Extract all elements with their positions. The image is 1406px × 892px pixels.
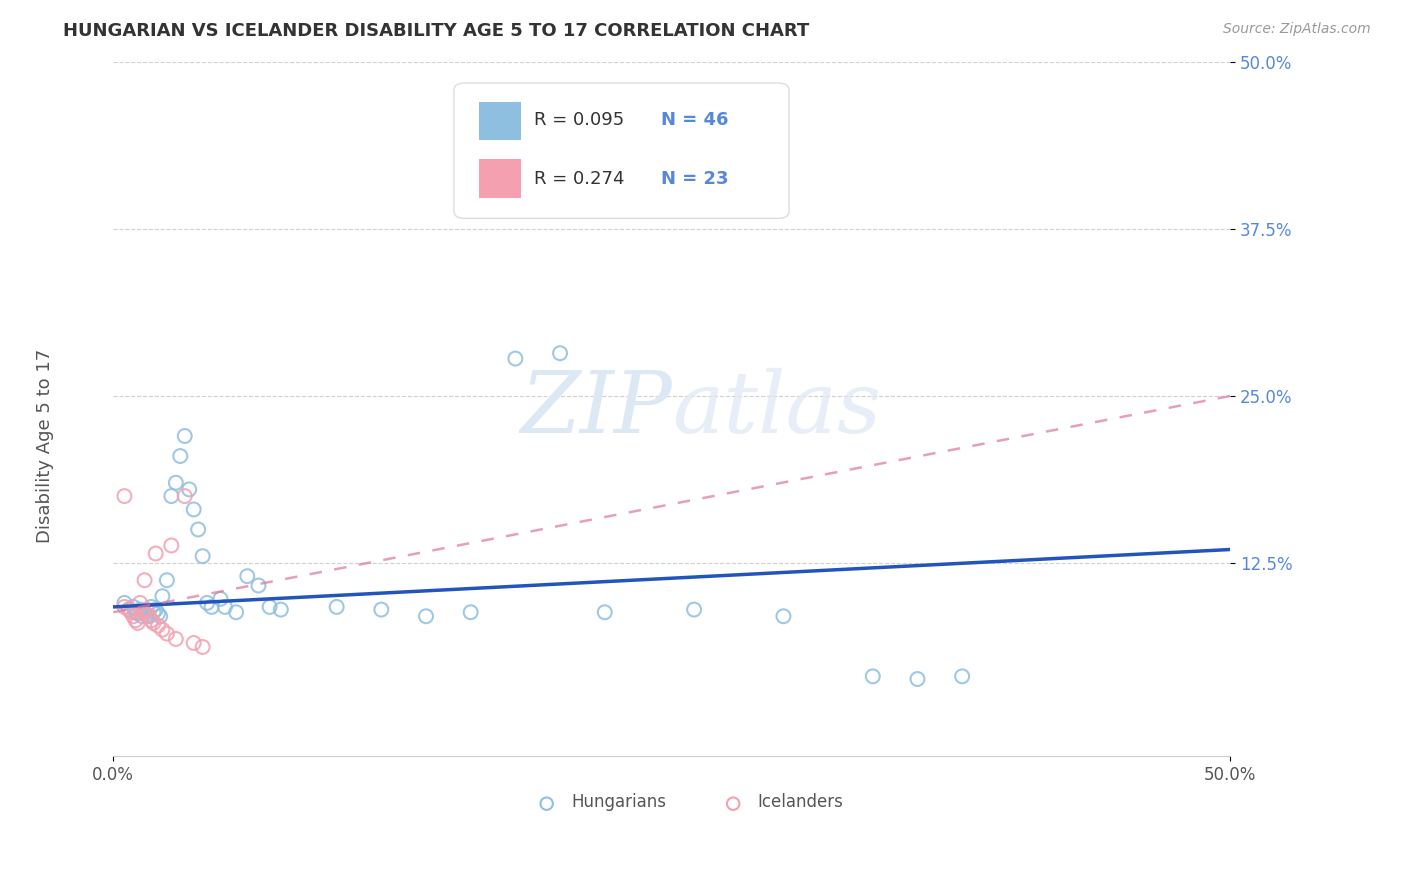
Point bbox=[862, 669, 884, 683]
Point bbox=[118, 602, 141, 616]
Point bbox=[593, 605, 616, 619]
Point bbox=[460, 605, 482, 619]
Point bbox=[683, 602, 706, 616]
Point bbox=[131, 609, 153, 624]
Point bbox=[173, 489, 195, 503]
Point bbox=[127, 607, 149, 621]
Point bbox=[134, 605, 156, 619]
Point bbox=[173, 429, 195, 443]
Point bbox=[129, 602, 152, 616]
Point bbox=[225, 605, 247, 619]
Text: ZIP: ZIP bbox=[520, 368, 672, 450]
Text: Icelanders: Icelanders bbox=[758, 793, 844, 811]
Point bbox=[1341, 814, 1364, 828]
Bar bbox=[478, 102, 522, 140]
Point bbox=[127, 615, 149, 630]
Point bbox=[141, 599, 163, 614]
Point bbox=[165, 632, 187, 646]
Point bbox=[160, 539, 183, 553]
Point bbox=[160, 489, 183, 503]
Point bbox=[118, 602, 141, 616]
Point bbox=[505, 351, 527, 366]
Point bbox=[131, 605, 153, 619]
Text: HUNGARIAN VS ICELANDER DISABILITY AGE 5 TO 17 CORRELATION CHART: HUNGARIAN VS ICELANDER DISABILITY AGE 5 … bbox=[63, 22, 810, 40]
Text: R = 0.274: R = 0.274 bbox=[534, 169, 624, 188]
Point bbox=[146, 618, 169, 632]
Point bbox=[169, 449, 191, 463]
Point bbox=[114, 489, 136, 503]
Point bbox=[209, 591, 232, 606]
Text: R = 0.095: R = 0.095 bbox=[534, 112, 624, 129]
Point bbox=[259, 599, 281, 614]
Point bbox=[138, 609, 160, 624]
Point bbox=[146, 607, 169, 621]
Point bbox=[247, 578, 270, 592]
Bar bbox=[478, 160, 522, 197]
Text: N = 23: N = 23 bbox=[661, 169, 728, 188]
Point bbox=[114, 599, 136, 614]
Point bbox=[156, 573, 179, 587]
Point bbox=[969, 814, 991, 828]
Point bbox=[142, 605, 165, 619]
Point bbox=[145, 602, 167, 616]
Point bbox=[325, 599, 347, 614]
Text: N = 46: N = 46 bbox=[661, 112, 728, 129]
Point bbox=[138, 609, 160, 624]
Point bbox=[122, 599, 145, 614]
Point bbox=[134, 573, 156, 587]
Point bbox=[187, 523, 209, 537]
FancyBboxPatch shape bbox=[454, 83, 789, 219]
Point bbox=[142, 615, 165, 630]
Point bbox=[152, 623, 174, 637]
Text: atlas: atlas bbox=[672, 368, 882, 450]
Point bbox=[179, 483, 201, 497]
Point bbox=[270, 602, 292, 616]
Point bbox=[415, 609, 437, 624]
Point bbox=[120, 605, 142, 619]
Point bbox=[165, 475, 187, 490]
Point bbox=[548, 346, 571, 360]
Point bbox=[141, 613, 163, 627]
Point bbox=[183, 636, 205, 650]
Point bbox=[135, 602, 157, 616]
Point bbox=[191, 549, 214, 564]
Point bbox=[195, 596, 218, 610]
Point bbox=[149, 609, 172, 624]
Point bbox=[129, 596, 152, 610]
Point bbox=[370, 602, 392, 616]
Point bbox=[214, 599, 236, 614]
Point bbox=[152, 589, 174, 603]
Text: Hungarians: Hungarians bbox=[571, 793, 666, 811]
Point bbox=[135, 607, 157, 622]
Point bbox=[191, 640, 214, 654]
Point bbox=[114, 596, 136, 610]
Point bbox=[124, 613, 146, 627]
Point bbox=[772, 609, 794, 624]
Point bbox=[145, 547, 167, 561]
Text: Disability Age 5 to 17: Disability Age 5 to 17 bbox=[37, 349, 53, 543]
Point bbox=[236, 569, 259, 583]
Point bbox=[183, 502, 205, 516]
Point bbox=[950, 669, 973, 683]
Point bbox=[200, 599, 222, 614]
Point bbox=[156, 626, 179, 640]
Point bbox=[124, 605, 146, 619]
Point bbox=[122, 609, 145, 624]
Point bbox=[907, 672, 929, 686]
Text: Source: ZipAtlas.com: Source: ZipAtlas.com bbox=[1223, 22, 1371, 37]
